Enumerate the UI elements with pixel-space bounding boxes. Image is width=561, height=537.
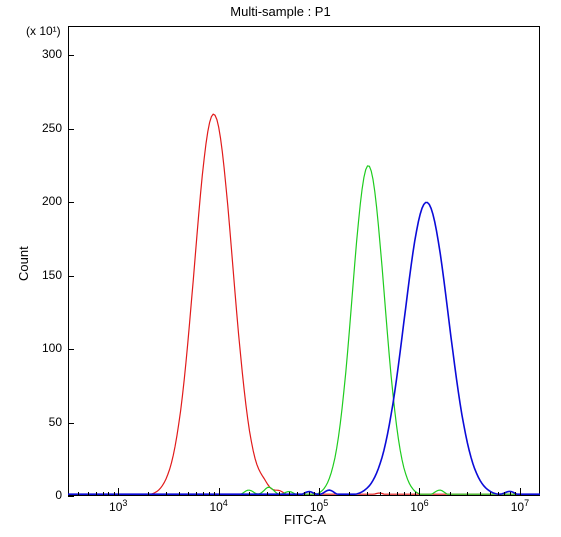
x-tick-minor xyxy=(450,492,451,496)
y-tick-label: 100 xyxy=(30,341,62,355)
x-tick-label: 103 xyxy=(103,498,133,514)
x-tick-major xyxy=(118,488,119,496)
series-blue xyxy=(68,203,540,495)
x-tick-major xyxy=(419,488,420,496)
x-tick-minor xyxy=(103,492,104,496)
y-tick xyxy=(68,55,74,56)
x-tick-minor xyxy=(480,492,481,496)
x-tick-minor xyxy=(88,492,89,496)
x-tick-minor xyxy=(289,492,290,496)
x-tick-label: 107 xyxy=(505,498,535,514)
series-svg xyxy=(68,26,540,496)
series-red xyxy=(68,114,540,494)
figure: Multi-sample : P1 (x 10¹) Count FITC-A 0… xyxy=(0,0,561,537)
x-tick-minor xyxy=(515,492,516,496)
x-tick-label: 105 xyxy=(304,498,334,514)
x-tick-minor xyxy=(467,492,468,496)
x-tick-minor xyxy=(304,492,305,496)
y-tick xyxy=(68,349,74,350)
x-tick-label: 106 xyxy=(404,498,434,514)
x-tick-minor xyxy=(179,492,180,496)
x-tick-minor xyxy=(297,492,298,496)
x-tick-minor xyxy=(78,492,79,496)
x-tick-minor xyxy=(279,492,280,496)
y-tick-label: 300 xyxy=(30,47,62,61)
x-tick-minor xyxy=(349,492,350,496)
x-tick-minor xyxy=(415,492,416,496)
x-tick-minor xyxy=(96,492,97,496)
x-tick-minor xyxy=(498,492,499,496)
chart-title: Multi-sample : P1 xyxy=(0,4,561,19)
y-tick-label: 250 xyxy=(30,121,62,135)
x-tick-minor xyxy=(404,492,405,496)
x-tick-minor xyxy=(490,492,491,496)
x-tick-minor xyxy=(380,492,381,496)
y-tick xyxy=(68,496,74,497)
x-tick-minor xyxy=(249,492,250,496)
y-tick-label: 0 xyxy=(30,488,62,502)
x-tick-minor xyxy=(504,492,505,496)
y-tick xyxy=(68,129,74,130)
x-tick-minor xyxy=(397,492,398,496)
x-tick-major xyxy=(219,488,220,496)
series-green xyxy=(68,166,540,494)
x-tick-label: 104 xyxy=(204,498,234,514)
x-tick-minor xyxy=(188,492,189,496)
x-tick-minor xyxy=(209,492,210,496)
y-tick-label: 200 xyxy=(30,194,62,208)
x-tick-minor xyxy=(166,492,167,496)
y-tick xyxy=(68,202,74,203)
x-tick-minor xyxy=(410,492,411,496)
y-tick-label: 150 xyxy=(30,268,62,282)
x-tick-minor xyxy=(309,492,310,496)
x-tick-minor xyxy=(389,492,390,496)
y-tick xyxy=(68,276,74,277)
x-tick-minor xyxy=(108,492,109,496)
x-tick-minor xyxy=(510,492,511,496)
x-tick-minor xyxy=(196,492,197,496)
x-tick-minor xyxy=(214,492,215,496)
x-tick-minor xyxy=(367,492,368,496)
y-tick xyxy=(68,423,74,424)
y-axis-unit: (x 10¹) xyxy=(26,24,61,38)
x-axis-label: FITC-A xyxy=(284,512,326,527)
x-tick-minor xyxy=(267,492,268,496)
x-tick-minor xyxy=(203,492,204,496)
y-axis-label: Count xyxy=(16,246,31,281)
x-tick-minor xyxy=(314,492,315,496)
y-tick-label: 50 xyxy=(30,415,62,429)
x-tick-minor xyxy=(148,492,149,496)
x-tick-major xyxy=(520,488,521,496)
x-tick-major xyxy=(319,488,320,496)
x-tick-minor xyxy=(114,492,115,496)
